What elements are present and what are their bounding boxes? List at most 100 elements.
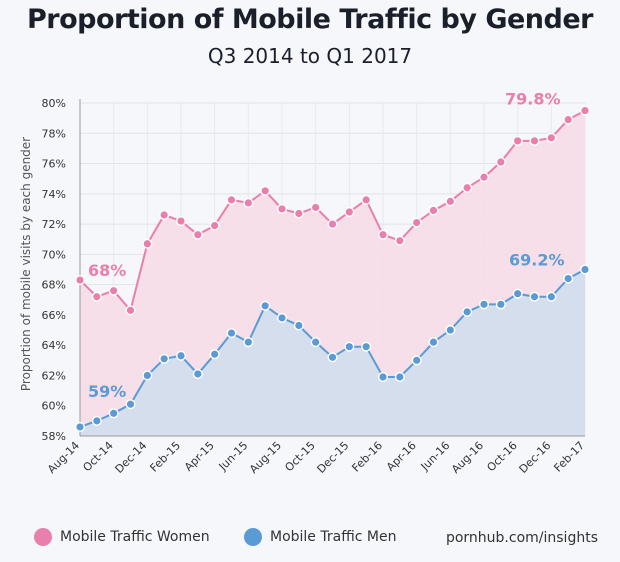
women-end-label: 79.8% <box>505 90 561 109</box>
men-data-point <box>192 368 203 379</box>
women-data-point <box>546 132 557 143</box>
women-data-point <box>175 216 186 227</box>
men-data-point <box>411 355 422 366</box>
men-data-point <box>125 399 136 410</box>
x-tick-label: Apr-15 <box>182 439 217 474</box>
x-tick-label: Feb-17 <box>551 439 587 475</box>
x-tick-label: Dec-14 <box>112 439 149 476</box>
women-data-point <box>361 194 372 205</box>
women-data-point <box>277 203 288 214</box>
men-data-point <box>243 337 254 348</box>
y-tick-label: 76% <box>42 158 66 171</box>
x-tick-label: Aug-14 <box>45 439 82 476</box>
women-data-point <box>243 197 254 208</box>
men-data-point <box>226 328 237 339</box>
men-data-point <box>462 306 473 317</box>
legend-item-women: Mobile Traffic Women <box>34 528 210 546</box>
women-data-point <box>445 196 456 207</box>
women-data-point <box>327 219 338 230</box>
men-data-point <box>277 312 288 323</box>
men-start-label: 59% <box>88 382 126 401</box>
women-data-point <box>512 135 523 146</box>
chart-title: Proportion of Mobile Traffic by Gender <box>27 4 593 35</box>
women-data-point <box>495 157 506 168</box>
y-tick-label: 74% <box>42 188 66 201</box>
men-data-point <box>175 350 186 361</box>
women-data-point <box>394 235 405 246</box>
men-data-point <box>260 300 271 311</box>
women-data-point <box>580 105 591 116</box>
legend-label-women: Mobile Traffic Women <box>60 529 210 545</box>
men-data-point <box>378 371 389 382</box>
x-tick-label: Dec-15 <box>314 439 351 476</box>
series-points <box>74 105 591 432</box>
x-tick-label: Oct-15 <box>282 439 317 474</box>
women-swatch-icon <box>34 528 52 546</box>
x-tick-label: Aug-16 <box>449 439 486 476</box>
women-data-point <box>293 208 304 219</box>
legend-item-men: Mobile Traffic Men <box>244 528 396 546</box>
men-data-point <box>344 341 355 352</box>
men-data-point <box>209 349 220 360</box>
women-data-point <box>192 229 203 240</box>
men-data-point <box>159 353 170 364</box>
women-area <box>80 110 585 427</box>
women-data-point <box>159 210 170 221</box>
women-data-point <box>209 220 220 231</box>
women-data-point <box>310 202 321 213</box>
men-data-point <box>580 264 591 275</box>
men-data-point <box>91 415 102 426</box>
men-data-point <box>479 299 490 310</box>
x-tick-label: Jun-16 <box>418 439 453 474</box>
y-tick-label: 72% <box>42 218 66 231</box>
x-tick-label: Feb-15 <box>147 439 183 475</box>
men-data-point <box>394 371 405 382</box>
x-tick-label: Oct-16 <box>484 439 519 474</box>
men-data-point <box>327 352 338 363</box>
men-data-point <box>563 273 574 284</box>
y-tick-label: 80% <box>42 97 66 110</box>
source-link[interactable]: pornhub.com/insights <box>445 530 598 546</box>
women-data-point <box>479 172 490 183</box>
men-data-point <box>428 337 439 348</box>
women-data-point <box>563 114 574 125</box>
data-labels: 68% 59% 79.8% 69.2% <box>88 90 565 401</box>
legend: Mobile Traffic Women Mobile Traffic Men … <box>0 524 620 554</box>
men-data-point <box>142 370 153 381</box>
chart-subtitle: Q3 2014 to Q1 2017 <box>207 44 413 68</box>
men-data-point <box>529 291 540 302</box>
women-data-point <box>529 135 540 146</box>
women-data-point <box>260 185 271 196</box>
men-data-point <box>445 325 456 336</box>
men-data-point <box>74 421 85 432</box>
x-tick-label: Oct-14 <box>80 439 115 474</box>
x-tick-label: Jun-15 <box>216 439 251 474</box>
men-data-point <box>361 341 372 352</box>
women-data-point <box>411 217 422 228</box>
x-tick-label: Feb-16 <box>349 439 385 475</box>
y-tick-label: 58% <box>42 430 66 443</box>
men-area <box>80 269 585 436</box>
women-data-point <box>142 238 153 249</box>
women-data-point <box>91 291 102 302</box>
men-data-point <box>495 299 506 310</box>
y-tick-label: 60% <box>42 400 66 413</box>
y-tick-label: 68% <box>42 279 66 292</box>
y-tick-label: 64% <box>42 339 66 352</box>
y-tick-label: 62% <box>42 369 66 382</box>
men-data-point <box>108 408 119 419</box>
women-data-point <box>428 205 439 216</box>
x-tick-label: Aug-15 <box>247 439 284 476</box>
x-tick-label: Dec-16 <box>516 439 553 476</box>
women-data-point <box>125 305 136 316</box>
y-tick-label: 70% <box>42 248 66 261</box>
y-tick-label: 66% <box>42 309 66 322</box>
men-data-point <box>310 337 321 348</box>
area-fills <box>80 110 585 436</box>
women-data-point <box>344 206 355 217</box>
men-swatch-icon <box>244 528 262 546</box>
legend-label-men: Mobile Traffic Men <box>270 529 397 545</box>
women-data-point <box>378 229 389 240</box>
women-data-point <box>74 275 85 286</box>
y-tick-label: 78% <box>42 127 66 140</box>
